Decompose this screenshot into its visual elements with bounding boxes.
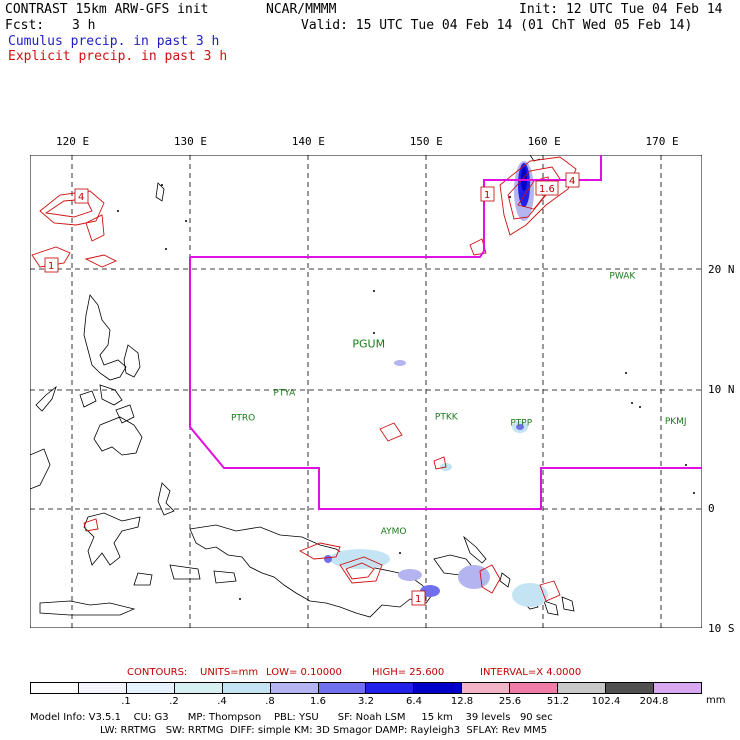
lon-tick-label: 150 E bbox=[409, 135, 443, 148]
colorbar-labels: .1 .2 .4 .8 1.6 3.2 6.4 12.8 25.6 51.2 102.4 204.8 bbox=[30, 696, 702, 708]
cumulus-precip bbox=[324, 161, 548, 607]
colorbar-swatch bbox=[318, 683, 367, 693]
station-label: PTKK bbox=[435, 412, 459, 422]
contour-value-labels: 4 1 1 1.6 4 1 bbox=[44, 172, 580, 606]
contour-label: 4 bbox=[78, 192, 84, 203]
small-islands bbox=[117, 184, 695, 600]
header-fcst-label: Fcst: bbox=[5, 18, 45, 33]
lat-tick-label: 10 N bbox=[708, 382, 735, 396]
lon-tick-label: 130 E bbox=[173, 135, 208, 148]
lat-tick-label: 10 S bbox=[708, 621, 735, 635]
lon-tick-label: 170 E bbox=[645, 135, 679, 148]
colorbar-tick-label: 6.4 bbox=[406, 696, 422, 707]
station-label: PTRO bbox=[231, 414, 255, 424]
station-label: PGUM bbox=[352, 338, 385, 351]
station-label: PTPP bbox=[510, 418, 532, 428]
model-info-line2: LW: RRTMG SW: RRTMG DIFF: simple KM: 3D … bbox=[100, 725, 548, 736]
colorbar bbox=[30, 682, 702, 694]
header-valid: Valid: 15 UTC Tue 04 Feb 14 (01 ChT Wed … bbox=[301, 18, 693, 33]
colorbar-tick-label: .1 bbox=[121, 696, 131, 707]
coastlines bbox=[30, 155, 575, 618]
colorbar-tick-label: 12.8 bbox=[450, 696, 474, 707]
domain-boundary-south bbox=[189, 257, 702, 510]
colorbar-swatch bbox=[462, 683, 511, 693]
contour-label: 4 bbox=[569, 176, 575, 187]
colorbar-tick-label: 1.6 bbox=[310, 696, 326, 707]
colorbar-unit: mm bbox=[706, 695, 726, 706]
explicit-precip-contours bbox=[31, 156, 577, 602]
colorbar-tick-label: 102.4 bbox=[591, 696, 621, 707]
lat-tick-label: 0 bbox=[708, 502, 715, 515]
colorbar-swatch bbox=[414, 683, 463, 693]
contour-label: 1 bbox=[415, 594, 421, 605]
colorbar-swatch bbox=[31, 683, 79, 693]
colorbar-tick-label: 3.2 bbox=[358, 696, 374, 707]
colorbar-swatch bbox=[510, 683, 559, 693]
lat-tick-label: 20 N bbox=[708, 263, 735, 276]
colorbar-swatch bbox=[78, 683, 127, 693]
station-label: PTYA bbox=[273, 388, 296, 398]
contour-label: 1 bbox=[48, 261, 54, 272]
colorbar-swatch bbox=[366, 683, 415, 693]
contour-label: 1 bbox=[484, 190, 490, 201]
colorbar-swatch bbox=[222, 683, 271, 693]
colorbar-swatch bbox=[270, 683, 319, 693]
station-labels: PWAK PGUM PTYA PTRO PTKK PTPP PKMJ AYMO bbox=[231, 271, 687, 537]
station-label: PWAK bbox=[609, 271, 636, 281]
header-org: NCAR/MMMM bbox=[266, 2, 337, 17]
lon-tick-label: 140 E bbox=[291, 135, 325, 148]
colorbar-swatch bbox=[174, 683, 223, 693]
contour-label: 1.6 bbox=[539, 184, 555, 195]
contours-low: LOW= 0.10000 bbox=[266, 667, 342, 678]
colorbar-tick-label: 25.6 bbox=[498, 696, 522, 707]
station-label: AYMO bbox=[381, 527, 407, 537]
colorbar-tick-label: .2 bbox=[169, 696, 179, 707]
contours-high: HIGH= 25.600 bbox=[372, 667, 445, 678]
map-frame bbox=[30, 155, 702, 628]
header-title: CONTRAST 15km ARW-GFS init bbox=[5, 2, 209, 17]
legend-cumulus: Cumulus precip. in past 3 h bbox=[8, 34, 220, 49]
colorbar-swatch bbox=[653, 683, 701, 693]
header-init: Init: 12 UTC Tue 04 Feb 14 bbox=[519, 2, 723, 17]
contours-interval: INTERVAL=X 4.0000 bbox=[480, 667, 582, 678]
colorbar-swatch bbox=[126, 683, 175, 693]
lon-tick-label: 120 E bbox=[56, 135, 90, 148]
header-fcst-value: 3 h bbox=[72, 18, 96, 33]
domain-boundary bbox=[190, 155, 602, 258]
colorbar-tick-label: .8 bbox=[265, 696, 275, 707]
colorbar-tick-label: 204.8 bbox=[639, 696, 669, 707]
contours-units: UNITS=mm bbox=[200, 667, 259, 678]
legend-explicit: Explicit precip. in past 3 h bbox=[8, 49, 228, 64]
station-label: PKMJ bbox=[665, 417, 687, 427]
lon-tick-label: 160 E bbox=[527, 135, 561, 148]
precip-map: 4 1 1 1.6 4 1 PWAK PGUM PTYA PTRO PTKK PTPP PK… bbox=[30, 155, 702, 628]
colorbar-swatch bbox=[606, 683, 654, 693]
contours-label: CONTOURS: bbox=[127, 667, 188, 678]
model-info-line1: Model Info: V3.5.1 CU: G3 MP: Thompson P… bbox=[30, 712, 553, 723]
colorbar-tick-label: 51.2 bbox=[546, 696, 570, 707]
colorbar-swatch bbox=[558, 683, 607, 693]
colorbar-tick-label: .4 bbox=[217, 696, 227, 707]
